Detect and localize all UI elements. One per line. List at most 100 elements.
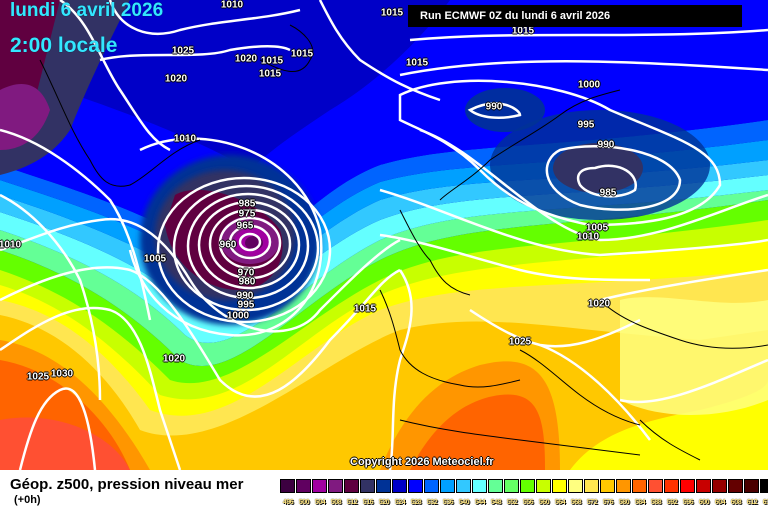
isobar-label: 1020 bbox=[234, 53, 258, 65]
legend-swatch bbox=[664, 479, 679, 493]
legend-swatch bbox=[536, 479, 551, 493]
legend-label: 540 bbox=[458, 499, 470, 506]
isobar-label: 1025 bbox=[26, 371, 50, 383]
legend-label: 516 bbox=[362, 499, 374, 506]
legend-label: 560 bbox=[538, 499, 550, 506]
isobar-label: 1015 bbox=[380, 7, 404, 19]
legend-label: 512 bbox=[346, 499, 358, 506]
legend-swatch bbox=[312, 479, 327, 493]
local-time-title: 2:00 locale bbox=[10, 34, 118, 57]
isobars bbox=[0, 0, 768, 470]
legend-label: 556 bbox=[522, 499, 534, 506]
legend-label: 592 bbox=[666, 499, 678, 506]
isobar-label: 1005 bbox=[585, 222, 609, 234]
legend-swatch bbox=[456, 479, 471, 493]
isobar-label: 1010 bbox=[173, 133, 197, 145]
legend-label: 536 bbox=[442, 499, 454, 506]
legend-label: 616 bbox=[762, 499, 768, 506]
isobar-label: 1015 bbox=[260, 55, 284, 67]
isobar-label: 990 bbox=[485, 101, 503, 113]
legend-swatch bbox=[760, 479, 768, 493]
legend-label: 532 bbox=[426, 499, 438, 506]
legend-label: 568 bbox=[570, 499, 582, 506]
coastlines bbox=[39, 24, 768, 461]
weather-map: 1010 1015 1015 1025 1020 1015 1015 1015 1015 1020… bbox=[0, 0, 768, 470]
legend-label: 564 bbox=[554, 499, 566, 506]
legend-label: 608 bbox=[730, 499, 742, 506]
legend-label: 500 bbox=[298, 499, 310, 506]
isobar-label: 1030 bbox=[50, 368, 74, 380]
legend-swatch bbox=[344, 479, 359, 493]
legend-swatch bbox=[712, 479, 727, 493]
isobar-label: 1020 bbox=[164, 73, 188, 85]
legend-swatch bbox=[680, 479, 695, 493]
model-run-banner: Run ECMWF 0Z du lundi 6 avril 2026 bbox=[408, 5, 742, 27]
isobar-label: 1010 bbox=[0, 239, 22, 251]
isobar-label: 990 bbox=[236, 290, 254, 302]
legend-swatch bbox=[616, 479, 631, 493]
isobar-label: 1015 bbox=[511, 25, 535, 37]
lead-time: (+0h) bbox=[14, 494, 41, 506]
legend-swatch bbox=[568, 479, 583, 493]
legend-swatch bbox=[360, 479, 375, 493]
isobar-label: 1015 bbox=[353, 303, 377, 315]
legend-label: 600 bbox=[698, 499, 710, 506]
legend-label: 588 bbox=[650, 499, 662, 506]
legend-swatch bbox=[584, 479, 599, 493]
legend-swatch bbox=[520, 479, 535, 493]
legend-swatch bbox=[600, 479, 615, 493]
legend-label: 572 bbox=[586, 499, 598, 506]
legend-label: 548 bbox=[490, 499, 502, 506]
legend-swatch bbox=[328, 479, 343, 493]
isobar-label: 965 bbox=[236, 220, 254, 232]
isobar-label: 990 bbox=[597, 139, 615, 151]
legend-label: 576 bbox=[602, 499, 614, 506]
legend-swatch bbox=[376, 479, 391, 493]
legend-label: 504 bbox=[314, 499, 326, 506]
color-legend-labels: 496 500 504 508 512 516 520 524 528 532 536 540 544 5… bbox=[280, 499, 768, 506]
legend-swatch bbox=[696, 479, 711, 493]
isobar-label: 1000 bbox=[226, 310, 250, 322]
legend-label: 544 bbox=[474, 499, 486, 506]
legend-label: 496 bbox=[282, 499, 294, 506]
legend-swatch bbox=[296, 479, 311, 493]
legend-label: 580 bbox=[618, 499, 630, 506]
layer-title: Géop. z500, pression niveau mer bbox=[10, 476, 244, 493]
isobar-label: 985 bbox=[599, 187, 617, 199]
isobar-label: 995 bbox=[237, 299, 255, 311]
isobar-label: 1010 bbox=[220, 0, 244, 11]
legend-label: 584 bbox=[634, 499, 646, 506]
date-title: lundi 6 avril 2026 bbox=[10, 0, 164, 21]
isobar-label: 970 bbox=[237, 267, 255, 279]
legend-label: 508 bbox=[330, 499, 342, 506]
legend-swatch bbox=[728, 479, 743, 493]
isobar-label: 1015 bbox=[405, 57, 429, 69]
isobar-label: 995 bbox=[577, 119, 595, 131]
geopotential-field bbox=[0, 0, 768, 470]
isobar-label: 1025 bbox=[508, 336, 532, 348]
legend-label: 612 bbox=[746, 499, 758, 506]
isobar-label: 1025 bbox=[171, 45, 195, 57]
legend-label: 520 bbox=[378, 499, 390, 506]
legend-swatch bbox=[488, 479, 503, 493]
legend-label: 596 bbox=[682, 499, 694, 506]
legend-swatch bbox=[472, 479, 487, 493]
legend-label: 524 bbox=[394, 499, 406, 506]
legend-swatch bbox=[424, 479, 439, 493]
isobar-label: 1020 bbox=[587, 298, 611, 310]
color-legend bbox=[280, 479, 768, 493]
isobar-label: 1000 bbox=[577, 79, 601, 91]
copyright-text: Copyright 2026 Meteociel.fr bbox=[350, 456, 494, 468]
isobar-label: 985 bbox=[238, 198, 256, 210]
legend-swatch bbox=[408, 479, 423, 493]
legend-label: 552 bbox=[506, 499, 518, 506]
isobar-label: 1005 bbox=[143, 253, 167, 265]
legend-label: 528 bbox=[410, 499, 422, 506]
isobar-label: 980 bbox=[238, 276, 256, 288]
legend-label: 604 bbox=[714, 499, 726, 506]
legend-swatch bbox=[280, 479, 295, 493]
legend-swatch bbox=[440, 479, 455, 493]
isobar-label: 1015 bbox=[258, 68, 282, 80]
legend-swatch bbox=[744, 479, 759, 493]
isobar-label: 1015 bbox=[290, 48, 314, 60]
